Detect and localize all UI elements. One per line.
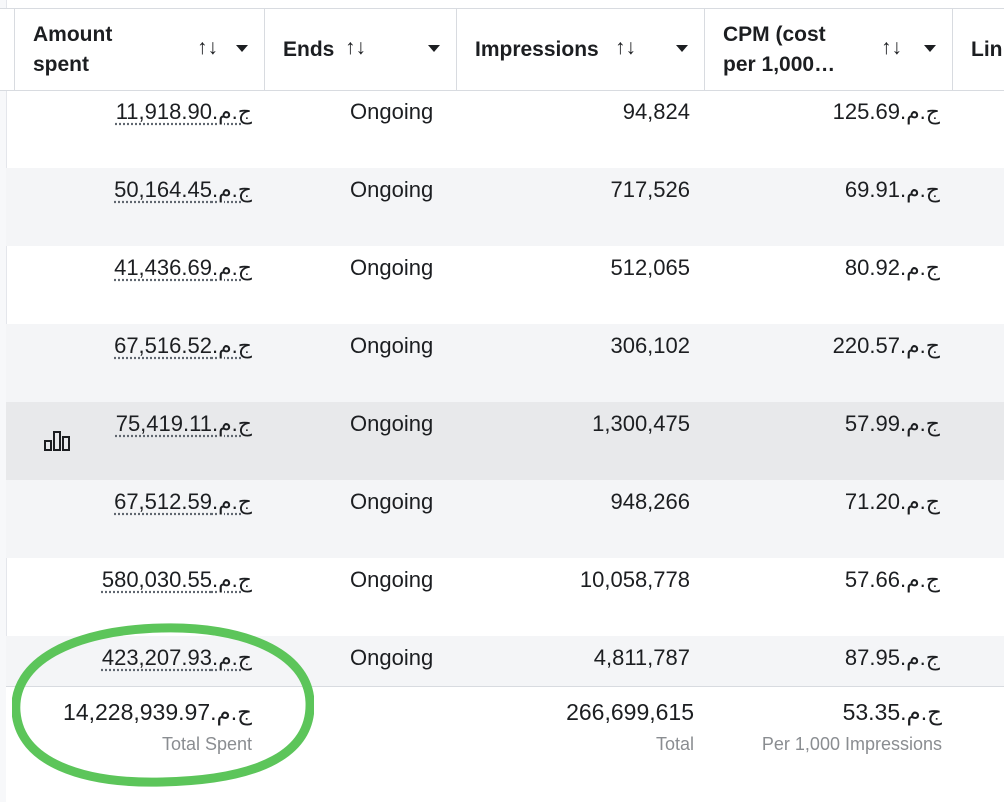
impressions-total-label: Total	[655, 734, 694, 754]
cpm-header-line2: per 1,000…	[723, 53, 836, 76]
sort-icon[interactable]: ↑↓	[345, 36, 366, 59]
impressions-value: 10,058,778	[579, 567, 690, 592]
chevron-down-icon[interactable]	[428, 45, 440, 52]
cpm-value: ج.م.80.92	[844, 255, 940, 280]
amount-spent-value[interactable]: ج.م.50,164.45	[114, 177, 252, 202]
ends-value: Ongoing	[350, 567, 434, 592]
table-row[interactable]: ج.م.580,030.55 Ongoing 10,058,778 ج.م.57…	[6, 558, 1004, 636]
cpm-total-label: Per 1,000 Impressions	[761, 734, 942, 754]
table-row[interactable]: ج.م.11,918.90 Ongoing 94,824 ج.م.125.69	[6, 90, 1004, 168]
cpm-value: ج.م.57.66	[844, 567, 940, 592]
cpm-value: ج.م.87.95	[844, 645, 940, 670]
amount-spent-value[interactable]: ج.م.11,918.90	[115, 99, 252, 124]
impressions-value: 1,300,475	[592, 411, 690, 436]
sort-icon[interactable]: ↑↓	[881, 36, 902, 59]
impressions-value: 948,266	[610, 489, 690, 514]
cpm-total-value: ج.م.53.35	[842, 699, 942, 725]
impressions-value: 306,102	[610, 333, 690, 358]
table-row[interactable]: ج.م.67,516.52 Ongoing 306,102 ج.م.220.57	[6, 324, 1004, 402]
sort-icon[interactable]: ↑↓	[197, 36, 218, 59]
column-header-next[interactable]: Lin	[952, 9, 1004, 90]
table-row[interactable]: ج.م.75,419.11 Ongoing 1,300,475 ج.م.57.9…	[6, 402, 1004, 480]
ends-value: Ongoing	[350, 99, 434, 124]
impressions-value: 512,065	[610, 255, 690, 280]
total-spent-value: ج.م.14,228,939.97	[63, 699, 252, 725]
amount-spent-value[interactable]: ج.م.75,419.11	[115, 411, 252, 436]
impressions-value: 4,811,787	[593, 645, 690, 670]
ends-header: Ends	[283, 38, 335, 61]
cpm-value: ج.م.57.99	[844, 411, 940, 436]
amount-spent-value[interactable]: ج.م.423,207.93	[101, 645, 252, 670]
amount-spent-value[interactable]: ج.م.41,436.69	[114, 255, 252, 280]
chevron-down-icon[interactable]	[924, 45, 936, 52]
next-column-header: Lin	[971, 38, 1003, 61]
table-row[interactable]: ج.م.67,512.59 Ongoing 948,266 ج.م.71.20	[6, 480, 1004, 558]
total-spent-label: Total Spent	[161, 734, 252, 754]
chevron-down-icon[interactable]	[676, 45, 688, 52]
ends-value: Ongoing	[350, 255, 434, 280]
column-header-ends[interactable]: Ends ↑↓	[264, 9, 456, 90]
cpm-header-line1: CPM (cost	[723, 23, 826, 46]
impressions-value: 94,824	[622, 99, 690, 124]
table-row[interactable]: ج.م.50,164.45 Ongoing 717,526 ج.م.69.91	[6, 168, 1004, 246]
impressions-value: 717,526	[610, 177, 690, 202]
chevron-down-icon[interactable]	[236, 45, 248, 52]
ends-value: Ongoing	[350, 177, 434, 202]
amount-spent-header-line1: Amount	[33, 23, 113, 46]
table-row[interactable]: ج.م.423,207.93 Ongoing 4,811,787 ج.م.87.…	[6, 636, 1004, 686]
cpm-value: ج.م.125.69	[832, 99, 940, 124]
amount-spent-value[interactable]: ج.م.580,030.55	[101, 567, 252, 592]
ends-value: Ongoing	[350, 489, 434, 514]
amount-spent-value[interactable]: ج.م.67,516.52	[114, 333, 252, 358]
sort-icon[interactable]: ↑↓	[615, 36, 636, 59]
amount-spent-header-line2: spent	[33, 53, 90, 76]
ends-value: Ongoing	[350, 333, 434, 358]
cpm-value: ج.م.220.57	[832, 333, 940, 358]
cpm-value: ج.م.71.20	[844, 489, 940, 514]
column-header-amount-spent[interactable]: Amount spent ↑↓	[14, 9, 264, 90]
column-header-cpm[interactable]: CPM (cost per 1,000… ↑↓	[704, 9, 952, 90]
ends-value: Ongoing	[350, 645, 434, 670]
table-row[interactable]: ج.م.41,436.69 Ongoing 512,065 ج.م.80.92	[6, 246, 1004, 324]
column-header-impressions[interactable]: Impressions ↑↓	[456, 9, 704, 90]
cpm-value: ج.م.69.91	[844, 177, 940, 202]
amount-spent-value[interactable]: ج.م.67,512.59	[114, 489, 252, 514]
impressions-total-value: 266,699,615	[566, 699, 694, 725]
bar-chart-icon[interactable]	[44, 429, 72, 451]
table-footer-totals: ج.م.14,228,939.97 Total Spent 266,699,61…	[6, 686, 1004, 803]
table-header: Amount spent ↑↓ Ends ↑↓ Impressions ↑↓ C…	[0, 8, 1004, 91]
impressions-header: Impressions	[475, 38, 599, 61]
ends-value: Ongoing	[350, 411, 434, 436]
